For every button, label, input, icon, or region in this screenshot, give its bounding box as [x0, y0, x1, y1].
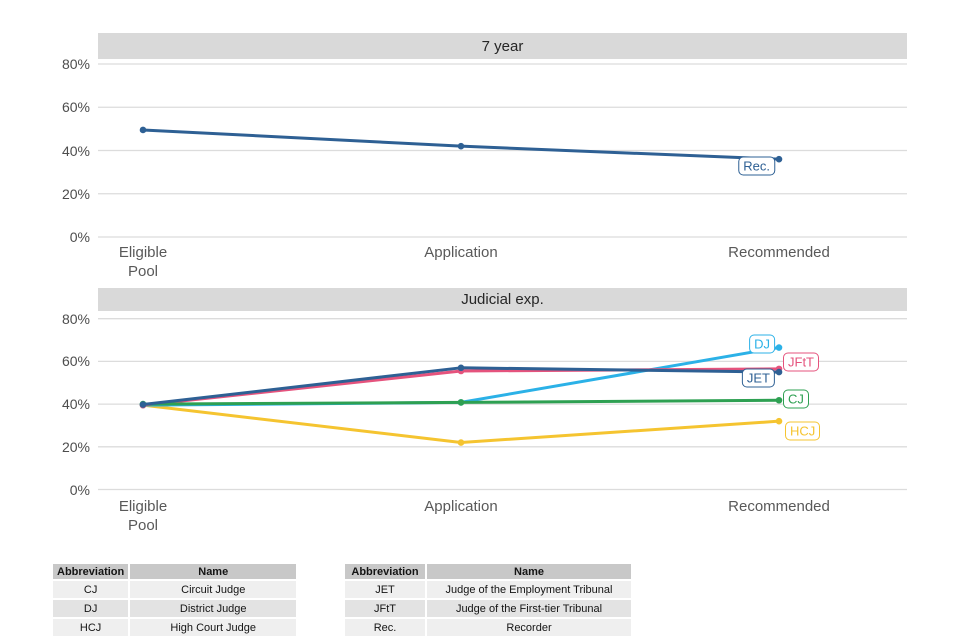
table-cell: Circuit Judge	[130, 581, 297, 598]
data-point-Rec.	[457, 142, 465, 150]
data-point-HCJ	[775, 417, 783, 425]
series-label-Rec.: Rec.	[738, 156, 775, 176]
y-tick-label: 20%	[61, 185, 90, 202]
data-point-JET	[139, 401, 147, 408]
data-point-Rec.	[139, 126, 147, 134]
series-label-DJ: DJ	[749, 334, 775, 354]
table-header-cell: Abbreviation	[345, 564, 425, 579]
table-row: CJ Circuit Judge	[53, 581, 297, 598]
y-tick-label: 0%	[69, 229, 90, 245]
table-cell: Recorder	[427, 619, 631, 636]
table-header-cell: Name	[130, 564, 297, 579]
series-label-CJ: CJ	[783, 389, 809, 409]
table-cell: Rec.	[345, 619, 425, 636]
table-cell: DJ	[53, 600, 129, 617]
table-header-row: Abbreviation Name	[53, 564, 297, 579]
table-cell: District Judge	[130, 600, 297, 617]
legend-table-judges: Abbreviation Name CJ Circuit Judge DJ Distric…	[51, 562, 298, 638]
series-label-JET: JET	[741, 368, 775, 388]
table-row: JET Judge of the Employment Tribunal	[345, 581, 631, 598]
series-line-HCJ	[141, 403, 781, 445]
table-header-cell: Abbreviation	[53, 564, 129, 579]
table-row: JFtT Judge of the First-tier Tribunal	[345, 600, 631, 617]
data-point-HCJ	[457, 439, 465, 446]
table-cell: High Court Judge	[130, 619, 297, 636]
facet-title-judicial-exp: Judicial exp.	[461, 291, 544, 308]
y-tick-label: 60%	[61, 353, 90, 370]
data-point-JET	[775, 368, 783, 376]
table-cell: HCJ	[53, 619, 129, 636]
x-category-label: Recommended	[728, 498, 830, 515]
y-tick-label: 80%	[61, 310, 90, 327]
legend-table-tribunals: Abbreviation Name JET Judge of the Employme…	[343, 562, 633, 638]
data-point-Rec.	[775, 155, 783, 163]
series-label-HCJ: HCJ	[785, 421, 821, 441]
x-category-label: Eligible Pool	[118, 244, 168, 280]
table-row: Rec. Recorder	[345, 619, 631, 636]
table-header-row: Abbreviation Name	[345, 564, 631, 579]
table-header-cell: Name	[427, 564, 631, 579]
series-line-DJ	[141, 346, 781, 407]
y-tick-label: 80%	[61, 56, 90, 72]
x-category-label: Recommended	[728, 244, 830, 261]
table-cell: Judge of the First-tier Tribunal	[427, 600, 631, 617]
facet-strip-7-year: 7 year	[98, 33, 907, 59]
y-tick-label: 0%	[69, 481, 90, 498]
table-row: DJ District Judge	[53, 600, 297, 617]
y-tick-label: 20%	[61, 438, 90, 455]
data-point-CJ	[775, 396, 783, 404]
y-tick-label: 60%	[61, 99, 90, 116]
table-cell: JET	[345, 581, 425, 598]
x-category-label: Application	[424, 244, 498, 261]
data-point-DJ	[775, 344, 783, 351]
facet-strip-judicial-exp: Judicial exp.	[98, 288, 907, 311]
facet-title-7-year: 7 year	[481, 37, 524, 55]
y-tick-label: 40%	[61, 142, 90, 159]
data-point-JET	[457, 364, 465, 372]
x-category-label: Eligible Pool	[118, 498, 168, 534]
table-cell: CJ	[53, 581, 129, 598]
table-cell: JFtT	[345, 600, 425, 617]
table-row: HCJ High Court Judge	[53, 619, 297, 636]
series-label-JFtT: JFtT	[783, 352, 819, 372]
y-tick-label: 40%	[61, 396, 90, 413]
x-category-label: Application	[424, 498, 498, 515]
data-point-CJ	[457, 399, 465, 406]
table-cell: Judge of the Employment Tribunal	[427, 581, 631, 598]
